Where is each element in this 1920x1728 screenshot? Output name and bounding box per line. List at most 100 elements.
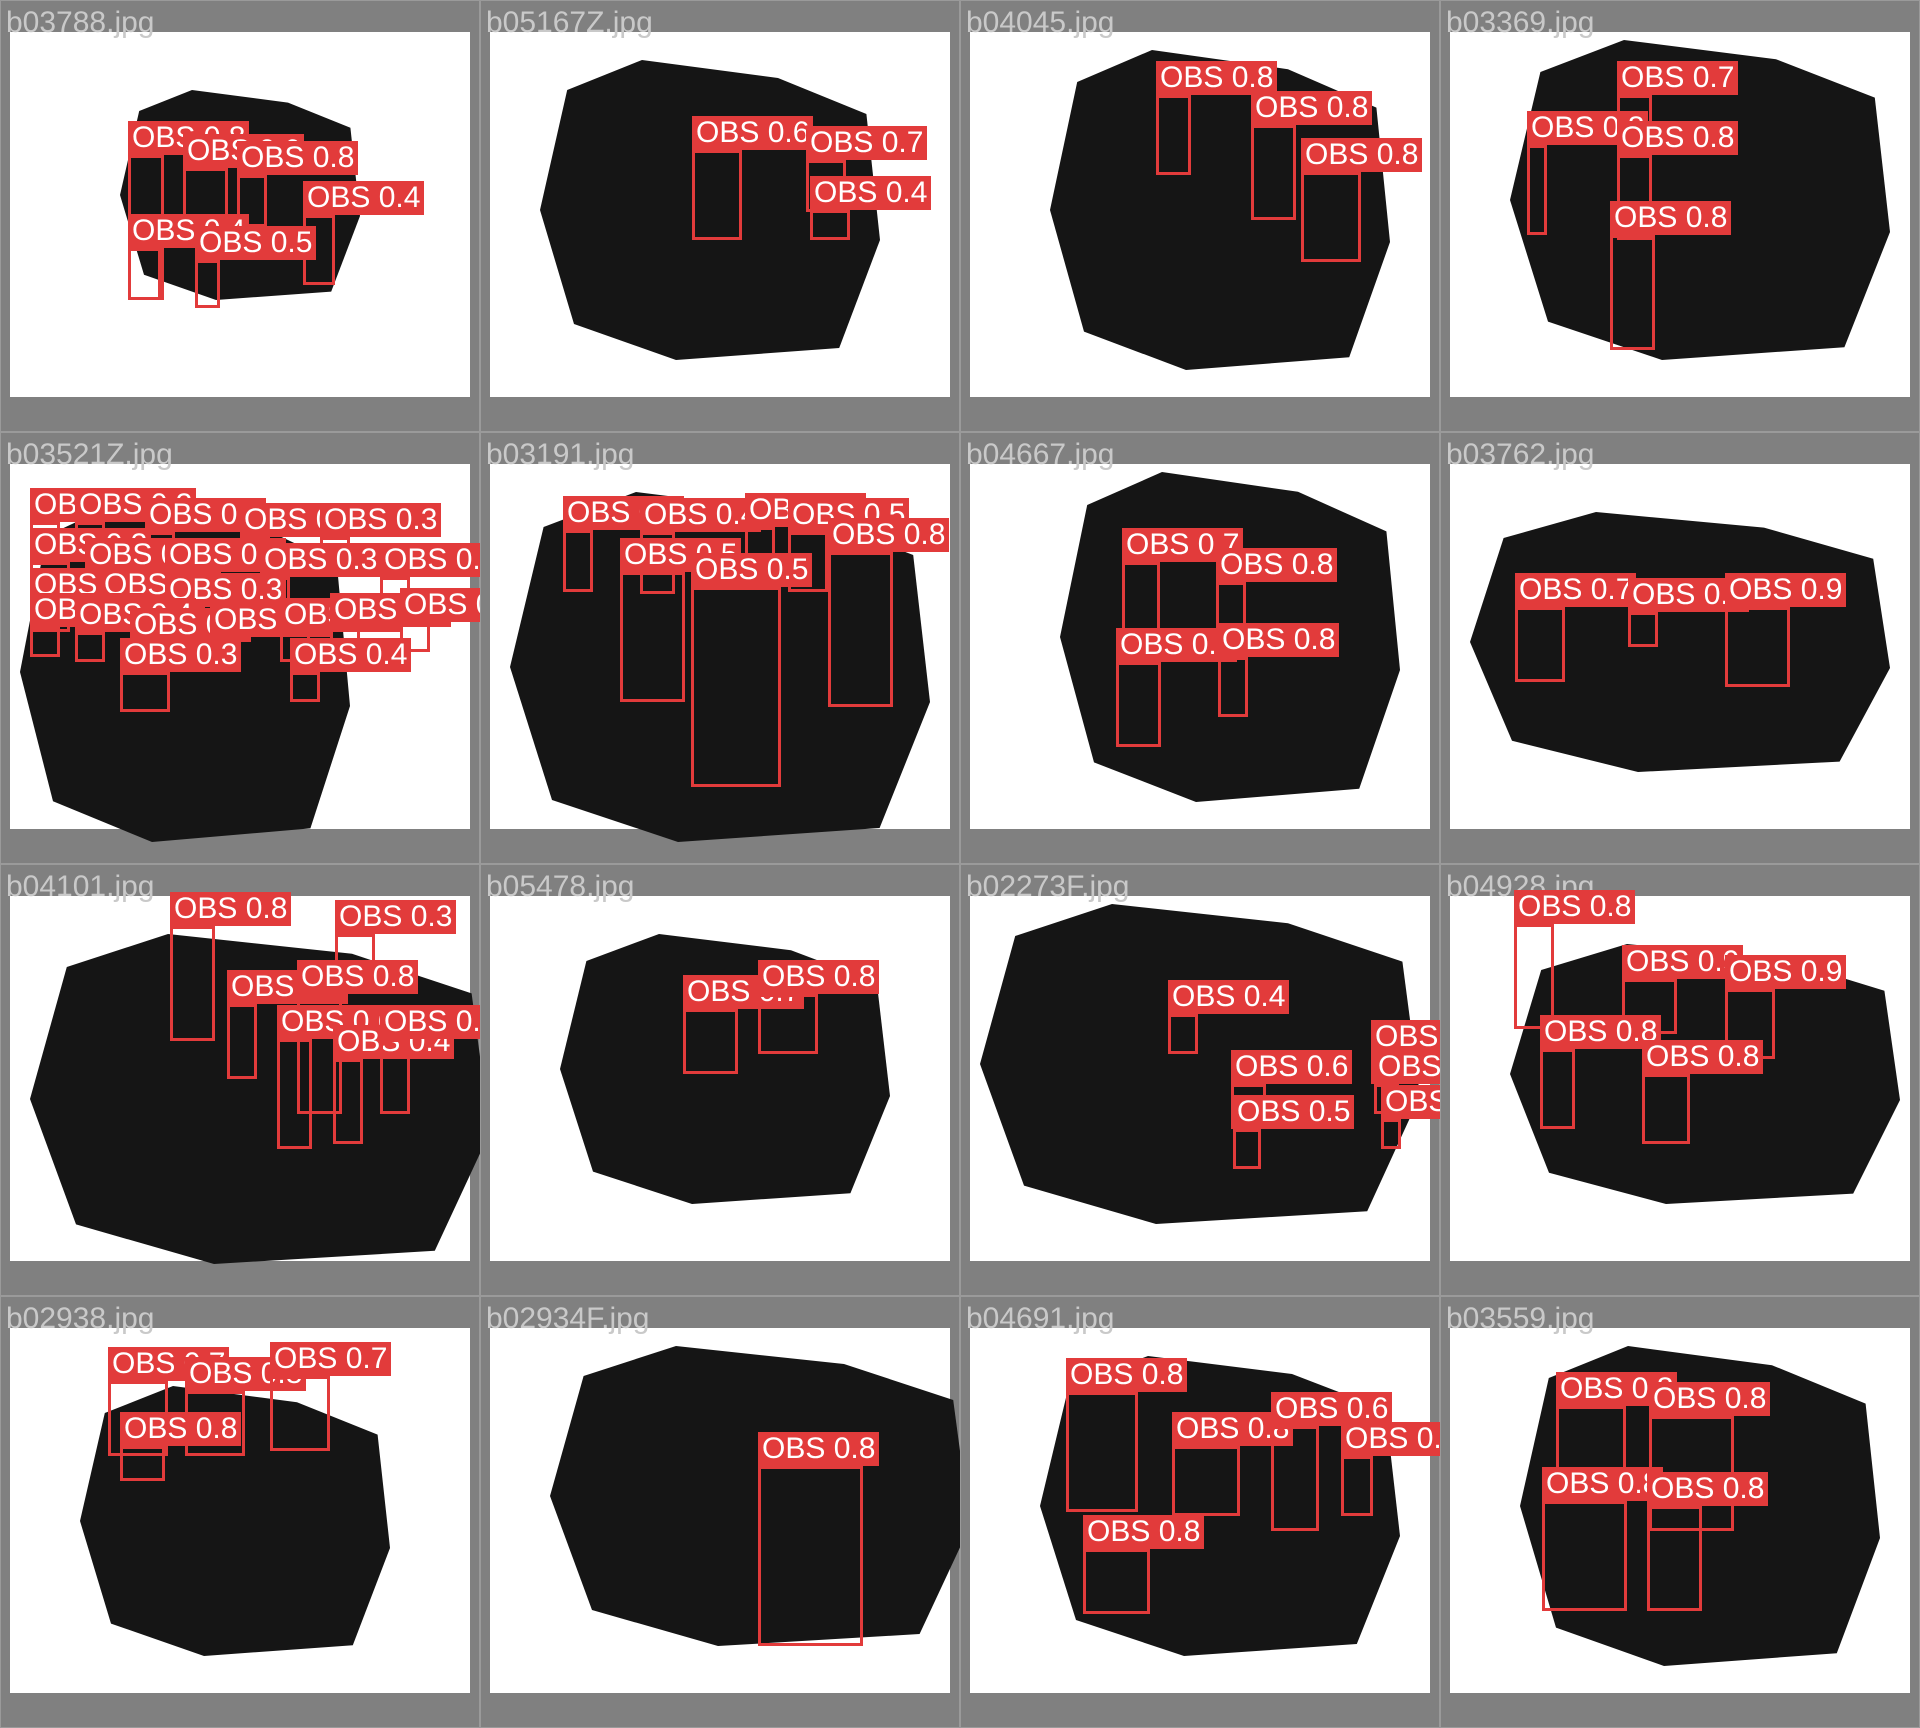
tile-filename: b02938.jpg [6, 1302, 155, 1335]
detection-box [30, 627, 60, 657]
detection-label: OBS 0.7 [1515, 573, 1637, 607]
detection-label: OBS 0.4 [290, 638, 412, 672]
detection-label: OBS 0.7 [1617, 61, 1739, 95]
detection-box [183, 168, 228, 220]
tile-filename: b03788.jpg [6, 6, 155, 39]
detection-box [563, 530, 593, 592]
detection-box [810, 210, 850, 240]
detection-label: OBS 0.7 [806, 126, 928, 160]
detection-label: OBS 0.3 [335, 900, 457, 934]
detection-label: OBS 0.3 [260, 543, 382, 577]
result-tile: b02938.jpg OBS 0.7 OBS 0.8 OBS 0.7 OBS 0.8 [0, 1296, 480, 1728]
detection-box [290, 672, 320, 702]
tile-filename: b05478.jpg [486, 870, 635, 903]
detection-label: OBS 0.3 [380, 543, 480, 577]
detection-box [758, 994, 818, 1054]
result-tile: b04101.jpg OBS 0.8 OBS 0.8 OBS 0.3 OBS 0.8 OB… [0, 864, 480, 1296]
detection-box [1542, 1501, 1627, 1611]
detection-box [1514, 924, 1554, 1029]
result-tile: b04045.jpg OBS 0.8 OBS 0.8 OBS 0.8 [960, 0, 1440, 432]
detection-label: OBS 0.5 [195, 226, 317, 260]
tile-filename: b05167Z.jpg [486, 6, 653, 39]
detection-box [692, 150, 742, 240]
detection-label: OBS 0.3 [120, 638, 242, 672]
detection-label: OBS 0.8 [1116, 628, 1238, 662]
detection-box [1218, 657, 1248, 717]
detection-label: OBS 0.5 [691, 553, 813, 587]
detection-label: OBS 0.8 [1642, 1040, 1764, 1074]
detection-box [1628, 612, 1658, 647]
detection-label: OBS 0.5 [1233, 1095, 1355, 1129]
tile-filename: b04691.jpg [966, 1302, 1115, 1335]
detection-box [170, 926, 215, 1041]
detection-label: OBS 0.6 [692, 116, 814, 150]
detection-label: OBS 0.8 [1216, 548, 1338, 582]
detection-box [1341, 1456, 1373, 1516]
detection-box [1725, 607, 1790, 687]
detection-label: OBS 0.4 [810, 176, 932, 210]
tile-filename: b03369.jpg [1446, 6, 1595, 39]
detection-box [1515, 607, 1565, 682]
detection-box [1172, 1446, 1240, 1516]
result-tile: b05478.jpg OBS 0.7 OBS 0.8 [480, 864, 960, 1296]
result-tile: b03559.jpg OBS 0.8 OBS 0.8 OBS 0.8 OBS 0.8 [1440, 1296, 1920, 1728]
detection-label: OBS 0.6 [1271, 1392, 1393, 1426]
bone-fragment-image [980, 904, 1420, 1224]
detection-box [1122, 562, 1160, 632]
detection-label: OBS 0.5 [400, 588, 480, 622]
detection-label: OBS 0.8 [1647, 1472, 1769, 1506]
detection-label: OBS 0.8 [1066, 1358, 1188, 1392]
result-tile: b04667.jpg OBS 0.7 OBS 0.8 OBS 0.8 OBS 0.8 [960, 432, 1440, 864]
detection-box [683, 1009, 738, 1074]
detection-box [1617, 155, 1652, 240]
detection-label: OBS 0.3 [320, 503, 442, 537]
detection-label: OBS 0.8 [1527, 111, 1649, 145]
detection-label: OBS 0.8 [1156, 61, 1278, 95]
detection-box [1116, 662, 1161, 747]
detection-label: OBS 0.8 [1514, 890, 1636, 924]
detection-box [128, 248, 161, 300]
detection-box [75, 632, 105, 662]
detection-box [691, 587, 781, 787]
detection-label: OBS 0.7 [380, 1005, 480, 1039]
detection-label: OBS 0.8 [758, 1432, 880, 1466]
detection-label: OBS 0.8 [1371, 1020, 1440, 1054]
detection-label: OBS 0.4 [640, 498, 762, 532]
detection-box [1647, 1506, 1702, 1611]
detection-label: OBS 0.8 [237, 141, 359, 175]
tile-filename: b04045.jpg [966, 6, 1115, 39]
detection-box [1642, 1074, 1690, 1144]
detection-label: OBS 0.8 [170, 892, 292, 926]
result-tile: b03369.jpg OBS 0.8 OBS 0.7 OBS 0.8 OBS 0.8 [1440, 0, 1920, 432]
detection-box [1251, 125, 1296, 220]
tile-filename: b03762.jpg [1446, 438, 1595, 471]
detection-label: OBS 0.6 [1381, 1085, 1440, 1119]
detection-box [237, 175, 267, 227]
detection-box [1381, 1119, 1401, 1149]
detection-box [277, 1039, 312, 1149]
detection-box [270, 1376, 330, 1451]
tile-filename: b04101.jpg [6, 870, 155, 903]
detection-label: OBS 0.8 [1617, 121, 1739, 155]
detection-label: OBS 0.9 [1622, 945, 1744, 979]
tile-filename: b04667.jpg [966, 438, 1115, 471]
detection-label: OBS 0.4 [303, 181, 425, 215]
detection-label: OBS 0.8 [1251, 91, 1373, 125]
detection-box [1066, 1392, 1138, 1512]
result-tile: b02934F.jpg OBS 0.8 [480, 1296, 960, 1728]
result-tile: b05167Z.jpg OBS 0.6 OBS 0.7 OBS 0.4 [480, 0, 960, 432]
bone-fragment-image [550, 1346, 960, 1646]
bone-fragment-image [1470, 512, 1890, 772]
detection-box [195, 260, 220, 308]
detection-label: OBS 0.7 [1374, 1050, 1440, 1084]
detection-box [400, 622, 430, 652]
detection-label: OBS 0.8 [297, 960, 419, 994]
detection-label: OBS 0.8 [1649, 1382, 1771, 1416]
detection-label: OBS 0.4 [1341, 1422, 1440, 1456]
detection-label: OBS 0.8 [120, 1412, 242, 1446]
